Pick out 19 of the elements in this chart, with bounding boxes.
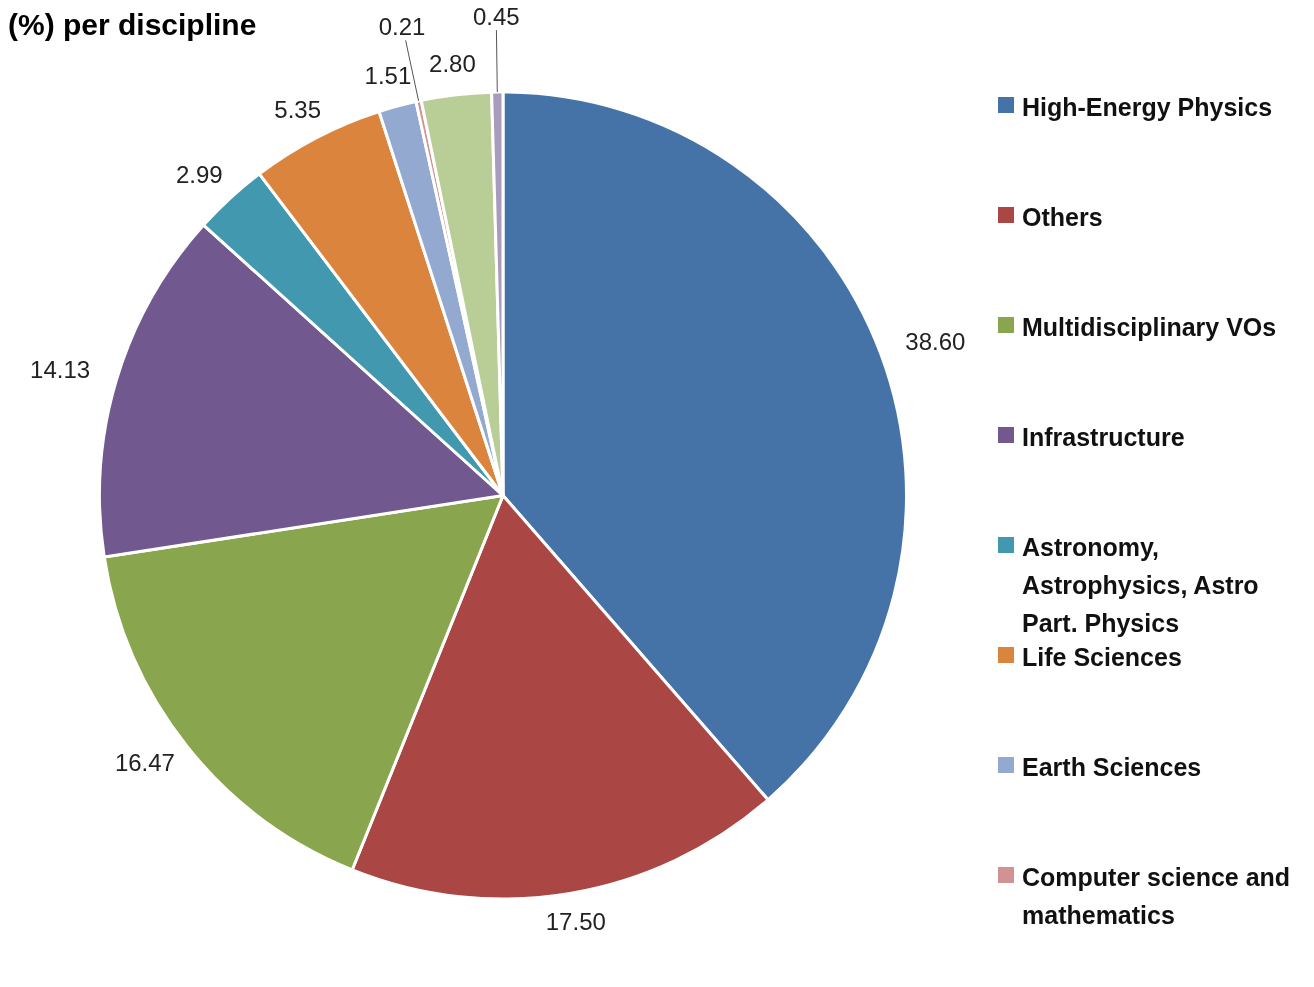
legend-label: High-Energy Physics bbox=[1022, 92, 1273, 123]
legend-label: Life Sciences bbox=[1022, 642, 1182, 673]
legend-label: Others bbox=[1022, 202, 1103, 233]
chart-title: (%) per discipline bbox=[8, 8, 257, 42]
data-label: 0.45 bbox=[472, 2, 520, 30]
data-label: 14.13 bbox=[30, 355, 91, 383]
legend-label: Computer science and mathematics bbox=[1022, 862, 1292, 931]
data-label: 38.60 bbox=[905, 328, 966, 356]
data-label: 16.47 bbox=[114, 749, 175, 777]
data-label: 0.21 bbox=[378, 13, 426, 41]
legend-label: Infrastructure bbox=[1022, 422, 1185, 453]
data-label: 2.99 bbox=[175, 160, 223, 188]
legend-label: Astronomy, Astrophysics, Astro Part. Physics bbox=[1022, 532, 1260, 639]
data-label: 1.51 bbox=[364, 61, 412, 89]
data-label: 5.35 bbox=[274, 95, 322, 123]
data-label: 2.80 bbox=[429, 49, 476, 77]
data-label: 17.50 bbox=[545, 907, 606, 935]
legend-label: Multidisciplinary VOs bbox=[1022, 312, 1277, 343]
legend-label: Earth Sciences bbox=[1022, 752, 1202, 783]
